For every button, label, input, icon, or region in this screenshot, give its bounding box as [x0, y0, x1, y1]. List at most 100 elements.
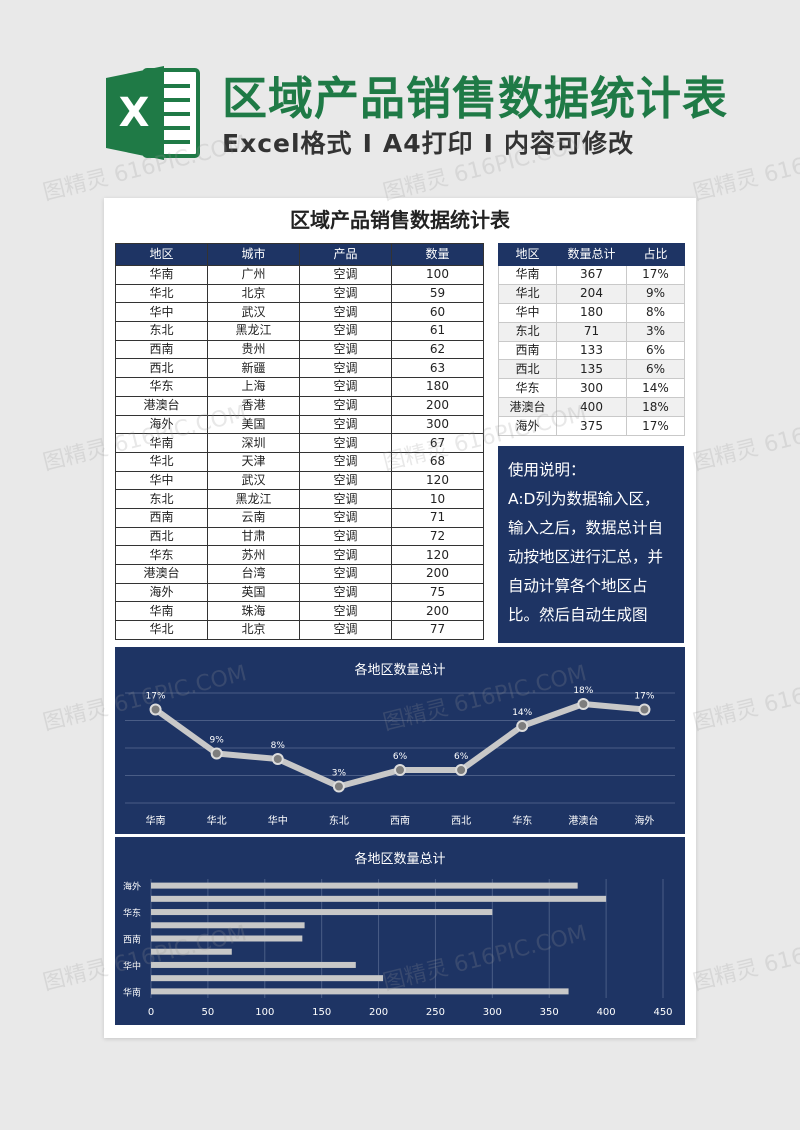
- line-x-tick-label: 华中: [268, 814, 288, 827]
- excel-logo-icon: X: [106, 66, 200, 160]
- line-data-label: 17%: [146, 692, 166, 702]
- summary-header-row: 地区 数量总计 占比: [498, 243, 685, 266]
- table-row: 华东 上海 空调 180: [115, 377, 484, 397]
- summary-cell-total: 367: [556, 265, 627, 285]
- bar-x-tick-label: 100: [255, 1007, 274, 1018]
- column-header-quantity: 数量: [391, 243, 484, 266]
- line-chart: 各地区数量总计 17% 华南 9% 华北 8% 华中 3% 东北 6% 西南 6% 西北 14% 华东 18%…: [115, 647, 685, 834]
- bar: [151, 948, 232, 955]
- table-row: 华南 珠海 空调 200: [115, 601, 484, 622]
- watermark-text: 图精灵 616PIC.COM: [690, 401, 800, 476]
- cell-region: 华中: [115, 470, 208, 491]
- cell-product: 空调: [299, 620, 392, 640]
- page-subtitle: Excel格式 I A4打印 I 内容可修改: [222, 124, 634, 160]
- line-x-tick-label: 华南: [146, 814, 166, 827]
- cell-region: 华东: [115, 545, 208, 565]
- summary-row: 华中 180 8%: [498, 302, 685, 323]
- line-point: [455, 764, 468, 776]
- cell-product: 空调: [299, 433, 392, 453]
- notes-line: 使用说明：: [508, 461, 586, 479]
- bar: [151, 882, 578, 889]
- usage-notes: 使用说明： A:D列为数据输入区， 输入之后，数据总计自 动按地区进行汇总，并 …: [498, 446, 684, 643]
- table-row: 西北 甘肃 空调 72: [115, 526, 484, 547]
- cell-product: 空调: [299, 358, 392, 379]
- summary-cell-region: 华东: [498, 378, 557, 399]
- table-row: 华南 广州 空调 100: [115, 265, 484, 285]
- summary-cell-share: 8%: [626, 302, 685, 323]
- cell-product: 空调: [299, 377, 392, 397]
- cell-quantity: 72: [391, 526, 484, 547]
- line-data-label: 17%: [634, 692, 654, 702]
- cell-quantity: 67: [391, 433, 484, 453]
- column-header-region: 地区: [115, 243, 208, 266]
- summary-cell-share: 17%: [626, 265, 685, 285]
- line-data-label: 6%: [454, 752, 469, 762]
- notes-line: 自动计算各个地区占: [508, 577, 648, 595]
- table-row: 海外 美国 空调 300: [115, 414, 484, 435]
- cell-quantity: 61: [391, 321, 484, 341]
- notes-line: A:D列为数据输入区，: [508, 490, 660, 508]
- cell-product: 空调: [299, 601, 392, 622]
- bar-y-category-label: 西南: [123, 934, 141, 946]
- watermark-text: 图精灵 616PIC.COM: [690, 131, 800, 206]
- cell-city: 广州: [207, 265, 300, 285]
- notes-line: 比。然后自动生成图: [508, 606, 648, 624]
- cell-region: 华东: [115, 377, 208, 397]
- subtitle-separator: I: [362, 129, 373, 158]
- cell-quantity: 100: [391, 265, 484, 285]
- summary-header-share: 占比: [626, 243, 685, 266]
- table-row: 港澳台 香港 空调 200: [115, 395, 484, 416]
- cell-city: 天津: [207, 451, 300, 472]
- cell-region: 华南: [115, 433, 208, 453]
- cell-quantity: 59: [391, 283, 484, 304]
- cell-region: 西南: [115, 339, 208, 360]
- table-row: 华东 苏州 空调 120: [115, 545, 484, 565]
- table-row: 华南 深圳 空调 67: [115, 433, 484, 453]
- cell-city: 云南: [207, 507, 300, 528]
- cell-quantity: 200: [391, 564, 484, 584]
- summary-cell-region: 华中: [498, 302, 557, 323]
- line-point: [271, 753, 284, 765]
- summary-cell-share: 18%: [626, 397, 685, 418]
- cell-region: 华北: [115, 283, 208, 304]
- column-header-city: 城市: [207, 243, 300, 266]
- bar: [151, 909, 493, 916]
- summary-table: 地区 数量总计 占比 华南 367 17% 华北 204 9% 华中 180 8% 东北 71 3% 西…: [498, 243, 685, 437]
- cell-quantity: 200: [391, 395, 484, 416]
- cell-city: 美国: [207, 414, 300, 435]
- notes-line: 输入之后，数据总计自: [508, 519, 664, 537]
- line-point: [516, 720, 529, 732]
- cell-product: 空调: [299, 265, 392, 285]
- bar: [151, 975, 384, 982]
- bar: [151, 895, 607, 902]
- cell-city: 贵州: [207, 339, 300, 360]
- line-data-label: 18%: [573, 686, 593, 696]
- cell-city: 北京: [207, 283, 300, 304]
- line-x-tick-label: 港澳台: [568, 814, 598, 827]
- bar: [151, 988, 569, 995]
- sales-data-table: 地区 城市 产品 数量 华南 广州 空调 100 华北 北京 空调 59 华中 武汉 空调 60 东北黑…: [115, 243, 484, 640]
- cell-product: 空调: [299, 489, 392, 509]
- line-chart-title: 各地区数量总计: [354, 662, 445, 678]
- table-header-row: 地区 城市 产品 数量: [115, 243, 484, 266]
- cell-region: 海外: [115, 582, 208, 603]
- cell-quantity: 200: [391, 601, 484, 622]
- table-row: 海外 英国 空调 75: [115, 582, 484, 603]
- cell-product: 空调: [299, 321, 392, 341]
- bar-y-category-label: 华南: [123, 986, 141, 998]
- line-point: [577, 698, 590, 710]
- summary-cell-total: 135: [556, 359, 627, 380]
- cell-region: 华北: [115, 620, 208, 640]
- cell-region: 东北: [115, 489, 208, 509]
- subtitle-print: A4打印: [382, 129, 474, 158]
- cell-region: 港澳台: [115, 564, 208, 584]
- cell-quantity: 62: [391, 339, 484, 360]
- summary-cell-share: 3%: [626, 321, 685, 342]
- summary-cell-region: 西北: [498, 359, 557, 380]
- table-row: 西北 新疆 空调 63: [115, 358, 484, 379]
- table-row: 港澳台 台湾 空调 200: [115, 564, 484, 584]
- bar-y-category-label: 华中: [123, 960, 141, 972]
- subtitle-editable: 内容可修改: [503, 129, 634, 158]
- summary-row: 华南 367 17%: [498, 265, 685, 285]
- line-data-label: 8%: [271, 741, 286, 751]
